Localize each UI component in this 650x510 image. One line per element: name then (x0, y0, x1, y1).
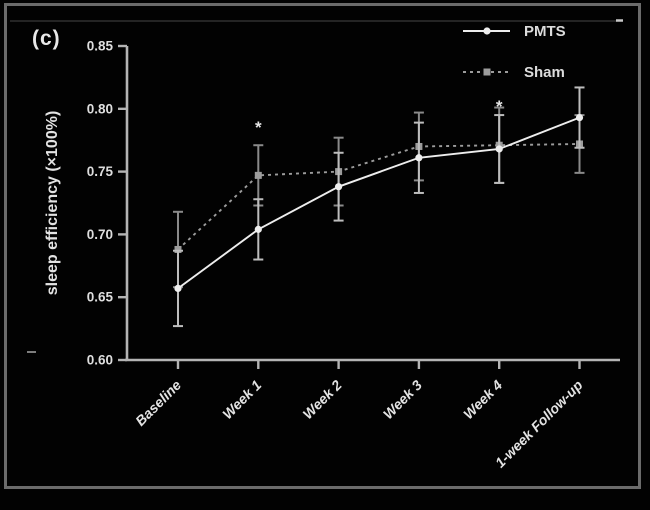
pmts-marker (335, 183, 343, 191)
x-tick-label: Week 2 (299, 377, 344, 422)
legend-sham-marker (483, 68, 491, 76)
figure-border-frame (4, 3, 641, 489)
sham-line (177, 143, 580, 251)
significance-asterisk: * (255, 118, 262, 137)
x-tick-label: Week 3 (380, 377, 425, 422)
legend-row-pmts: PMTS (463, 23, 566, 40)
pmts-marker (254, 225, 262, 233)
legend-row-sham: Sham (463, 64, 565, 81)
sham-marker (174, 245, 182, 253)
legend-pmts-marker (483, 27, 491, 35)
x-tick-label: 1-week Follow-up (492, 376, 586, 470)
pmts-marker (575, 113, 584, 122)
sham-marker (254, 171, 262, 179)
y-tick-label: 0.85 (87, 39, 114, 54)
y-tick-label: 0.80 (87, 101, 113, 116)
sham-series (173, 106, 585, 289)
x-tick-label: Week 4 (460, 377, 505, 422)
x-tick-label: Week 1 (219, 377, 264, 422)
x-tick-label: Baseline (132, 377, 184, 429)
pmts-series (173, 86, 585, 328)
y-tick-label: 0.70 (87, 227, 113, 242)
y-tick-label: 0.65 (87, 290, 114, 305)
pmts-marker (415, 154, 423, 162)
y-tick-label: 0.75 (87, 164, 114, 179)
panel-label: (c) (32, 27, 61, 50)
y-tick-label: 0.60 (87, 353, 113, 368)
pmts-marker (174, 284, 182, 293)
y-axis-title: sleep efficiency (×100%) (44, 111, 61, 296)
pmts-marker (495, 145, 503, 153)
legend: PMTS Sham (463, 23, 566, 81)
legend-pmts-label: PMTS (524, 23, 566, 40)
legend-sham-label: Sham (524, 64, 565, 81)
significance-asterisk: * (496, 97, 503, 116)
pmts-line (177, 116, 580, 290)
